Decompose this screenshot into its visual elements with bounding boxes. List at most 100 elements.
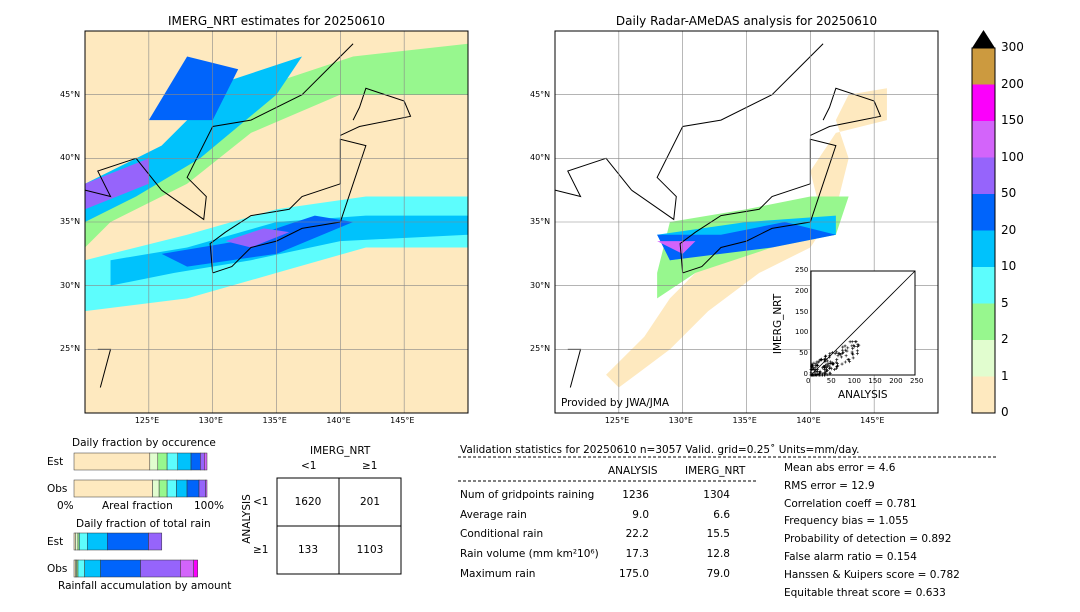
scatter-point [843,348,847,352]
occurrence-obs-segment [152,479,160,498]
inset-y-tick: 250 [795,266,809,274]
occurrence-obs-segment [205,479,208,498]
lon-tick-label: 125°E [134,416,160,425]
inset-y-tick: 200 [795,286,809,295]
occurrence-obs-segment [166,479,177,498]
rain-band [657,241,696,254]
occurrence-obs-segment [73,479,153,498]
occurrence-est-label: Est [47,456,64,468]
scatter-point [816,360,820,364]
scatter-point [817,373,821,377]
stat-analysis-value: 17.3 [625,548,649,561]
contingency-col-ge1: ≥1 [362,460,378,472]
scatter-point [846,357,850,361]
occurrence-est-segment [166,452,178,471]
lon-tick-label: 140°E [796,416,821,425]
scatter-point [841,348,845,352]
inset-x-tick: 100 [847,377,861,385]
scatter-point [848,360,852,364]
imerg-map [84,30,469,414]
cell-hit: 1103 [356,544,384,556]
credit-text: Provided by JWA/JMA [561,397,670,409]
scatter-point [826,364,830,368]
contingency-title: IMERG_NRT [310,445,371,457]
stat-analysis-value: 175.0 [618,567,649,580]
colorbar-segment [972,340,995,377]
lat-tick-label: 40°N [60,153,81,163]
total-rain-obs-segment [100,559,141,578]
score-line: Equitable threat score = 0.633 [784,586,946,599]
scatter-point [811,367,815,371]
colorbar-tick-label: 300 [1001,40,1024,54]
scatter-point [851,347,855,351]
lon-tick-label: 130°E [198,416,223,425]
inset-y-tick: 150 [795,307,809,316]
coastline [679,138,837,274]
score-line: Hanssen & Kuipers score = 0.782 [784,568,960,581]
stat-analysis-value: 1236 [622,489,649,501]
rain-band [110,215,469,286]
scatter-point [820,358,824,362]
colorbar-tick-label: 10 [1001,259,1017,273]
colorbar-frame [971,47,996,414]
score-line: Probability of detection = 0.892 [784,533,952,546]
stat-label: Conditional rain [460,528,544,541]
scatter-point [855,352,859,356]
colorbar-tick-label: 50 [1001,186,1017,200]
inset-x-tick: 0 [806,377,811,385]
inset-x-tick: 250 [910,377,924,385]
inset-y-tick: 100 [795,328,809,337]
occurrence-est-segment [200,452,205,471]
lat-tick-label: 45°N [530,89,551,99]
total-rain-est-segment [107,532,149,551]
stat-label: Average rain [460,508,527,521]
inset-y-tick: 50 [799,349,808,358]
total-rain-title: Daily fraction of total rain [76,518,211,530]
scatter-point [851,353,855,357]
contingency-row-lt1: <1 [253,496,269,508]
occurrence-obs-segment [176,479,188,498]
map-frame [554,30,939,414]
colorbar-segment [972,194,995,231]
inset-x-tick: 150 [868,377,882,385]
colorbar-segment [972,48,995,85]
scatter-point [818,358,822,362]
inset-x-tick: 200 [889,377,903,385]
stat-imerg-value: 79.0 [706,567,730,580]
scatter-point [824,371,828,375]
scatter-point [841,345,845,349]
left-map-title: IMERG_NRT estimates for 20250610 [168,14,385,28]
occurrence-x0: 0% [57,500,74,512]
stat-analysis-value: 9.0 [632,508,649,521]
scatter-point [818,371,822,375]
scatter-point [830,351,834,355]
inset-ylabel: IMERG_NRT [772,293,785,355]
occurrence-obs-segment [198,479,206,498]
stat-imerg-value: 15.5 [706,528,730,541]
cell-miss: 133 [297,544,319,556]
rain-band [85,158,149,210]
scatter-point [829,360,833,364]
stats-col-imerg: IMERG_NRT [685,465,746,477]
scatter-point [812,361,816,365]
scatter-point [825,373,829,377]
scatter-point [855,349,859,353]
scatter-point [856,343,860,347]
colorbar-segment [972,303,995,340]
inset-diagonal [810,270,916,376]
analysis-coverage [606,88,887,388]
inset-x-tick: 50 [826,377,836,385]
occurrence-obs-segment [186,479,200,498]
total-rain-obs-segment [180,559,194,578]
scatter-point [811,364,815,368]
cell-hits-none: 1620 [294,496,322,508]
scatter-point [846,346,850,350]
map-frame [84,30,469,414]
rain-band [225,228,290,248]
total-rain-obs-segment [193,559,198,578]
cell-false-alarm: 201 [359,496,381,508]
scatter-point [822,373,826,377]
occurrence-est-segment [149,452,159,471]
scatter-point [845,349,849,353]
total-rain-xlabel: Rainfall accumulation by amount [58,580,232,592]
